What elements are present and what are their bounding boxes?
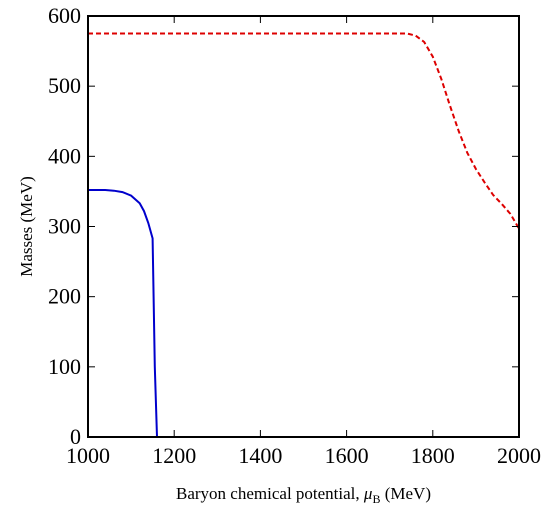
y-tick-label: 300 bbox=[48, 214, 81, 239]
x-tick-label: 1000 bbox=[66, 443, 110, 468]
x-tick-label: 1800 bbox=[411, 443, 455, 468]
y-tick-label: 0 bbox=[70, 424, 81, 449]
y-tick-label: 200 bbox=[48, 284, 81, 309]
y-tick-label: 100 bbox=[48, 354, 81, 379]
y-tick-label: 400 bbox=[48, 143, 81, 168]
series-line-1 bbox=[88, 189, 519, 438]
series-line-2 bbox=[88, 32, 520, 230]
x-axis-title-unit: (MeV) bbox=[380, 484, 431, 503]
x-tick-label: 1200 bbox=[152, 443, 196, 468]
y-tick-label: 500 bbox=[48, 73, 81, 98]
x-tick-label: 2000 bbox=[497, 443, 541, 468]
x-axis-title: Baryon chemical potential, μB (MeV) bbox=[176, 484, 431, 506]
y-tick-label: 600 bbox=[48, 3, 81, 28]
plot-frame bbox=[87, 15, 520, 438]
x-axis-title-main: Baryon chemical potential, bbox=[176, 484, 364, 503]
x-tick-label: 1400 bbox=[238, 443, 282, 468]
series-layer bbox=[88, 32, 520, 438]
x-tick-label: 1600 bbox=[325, 443, 369, 468]
x-axis-title-symbol: μ bbox=[363, 484, 373, 503]
tick-layer: 1000 1200 1400 1600 1800 2000 0 100 200 300 400 500… bbox=[48, 3, 541, 468]
y-axis-title: Masses (MeV) bbox=[17, 176, 36, 277]
x-axis-title-subscript: B bbox=[372, 492, 380, 506]
